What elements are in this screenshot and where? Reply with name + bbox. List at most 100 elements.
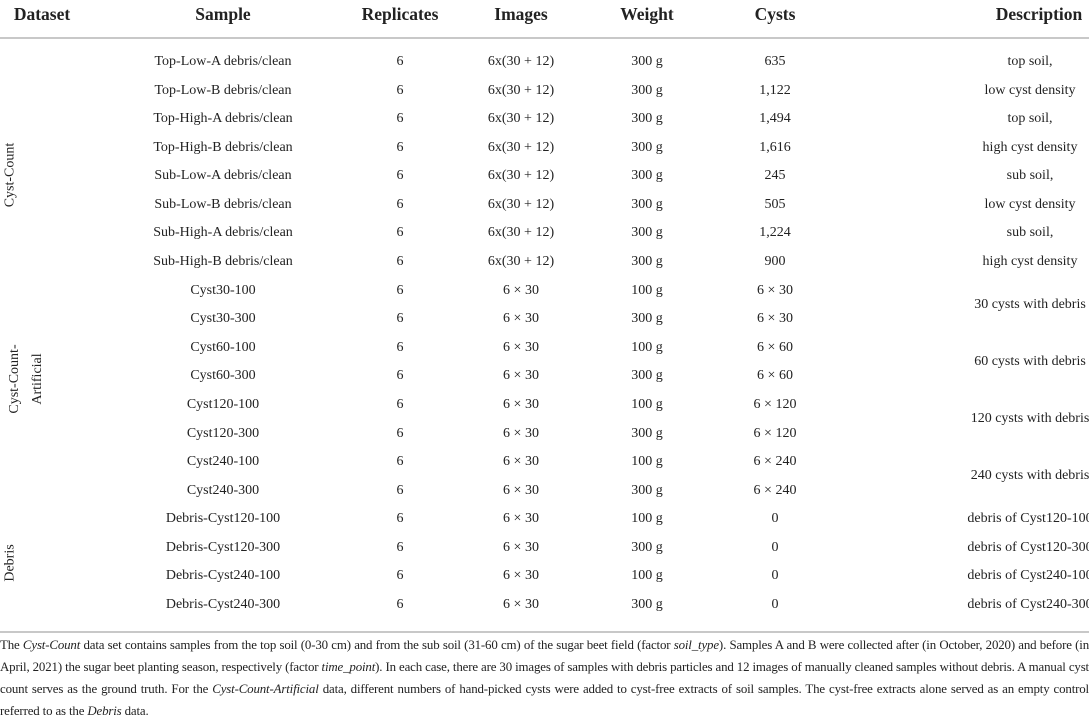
cell-cysts: 900: [764, 254, 786, 270]
cell-weight: 300 g: [631, 368, 663, 384]
bottom-rule: [0, 631, 1089, 633]
cell-weight: 100 g: [631, 339, 663, 355]
cell-replicates: 6: [396, 139, 404, 155]
cell-sample: Cyst240-100: [186, 454, 260, 470]
footnote-text: ). Samples A and B were collected after …: [0, 638, 1089, 674]
header-cysts: Cysts: [754, 4, 796, 24]
footnote-italic-term: Cyst-Count-Artificial: [212, 682, 319, 696]
cell-weight: 300 g: [631, 168, 663, 184]
cell-replicates: 6: [396, 196, 404, 212]
cell-sample: Cyst60-100: [190, 339, 256, 355]
cell-images: 6 × 30: [503, 482, 539, 498]
cell-cysts: 6 × 120: [753, 425, 797, 441]
cell-images: 6 × 30: [503, 396, 539, 412]
cell-sample: Top-High-B debris/clean: [153, 139, 293, 155]
cell-cysts: 1,224: [759, 225, 791, 241]
cell-description: sub soil,: [1006, 168, 1054, 184]
cell-replicates: 6: [396, 82, 404, 98]
cell-cysts: 245: [764, 168, 786, 184]
group-cyst-count-artificial: Cyst-Count- Artificial: [7, 344, 45, 414]
cell-description: top soil,: [1007, 111, 1053, 127]
cell-description: low cyst density: [984, 82, 1076, 98]
cell-cysts: 6 × 30: [757, 311, 793, 327]
cell-weight: 300 g: [631, 254, 663, 270]
cell-sample: Cyst240-300: [186, 482, 260, 498]
cell-images: 6x(30 + 12): [487, 139, 555, 155]
cell-description: debris of Cyst240-300: [967, 597, 1089, 613]
cell-cysts: 1,616: [759, 139, 791, 155]
cell-images: 6 × 30: [503, 511, 539, 527]
cell-description: 30 cysts with debris: [974, 296, 1086, 312]
cell-sample: Cyst120-300: [186, 425, 260, 441]
cell-weight: 300 g: [631, 597, 663, 613]
cell-replicates: 6: [396, 511, 404, 527]
table-footnote: The Cyst-Count data set contains samples…: [0, 634, 1089, 722]
cell-images: 6x(30 + 12): [487, 168, 555, 184]
cell-sample: Debris-Cyst120-300: [165, 539, 281, 555]
cell-weight: 100 g: [631, 511, 663, 527]
cell-images: 6 × 30: [503, 597, 539, 613]
cell-description: sub soil,: [1006, 225, 1054, 241]
cell-weight: 300 g: [631, 111, 663, 127]
cell-cysts: 0: [771, 539, 779, 555]
cell-images: 6x(30 + 12): [487, 254, 555, 270]
cell-description: 120 cysts with debris: [970, 411, 1089, 427]
cell-images: 6 × 30: [503, 339, 539, 355]
cell-replicates: 6: [396, 111, 404, 127]
header-replicates: Replicates: [361, 4, 439, 24]
group-cyst-count: Cyst-Count: [2, 142, 18, 208]
cell-description: 60 cysts with debris: [974, 354, 1086, 370]
cell-sample: Debris-Cyst240-300: [165, 597, 281, 613]
cell-cysts: 6 × 240: [753, 454, 797, 470]
cell-weight: 300 g: [631, 196, 663, 212]
footnote-text: data.: [121, 704, 149, 718]
cell-weight: 300 g: [631, 539, 663, 555]
header-weight: Weight: [620, 4, 674, 24]
cell-replicates: 6: [396, 482, 404, 498]
cell-images: 6 × 30: [503, 454, 539, 470]
cell-cysts: 1,494: [759, 111, 791, 127]
cell-description: high cyst density: [982, 139, 1078, 155]
cell-replicates: 6: [396, 339, 404, 355]
cell-sample: Sub-Low-B debris/clean: [154, 196, 292, 212]
cell-cysts: 6 × 240: [753, 482, 797, 498]
cell-sample: Sub-Low-A debris/clean: [154, 168, 292, 184]
cell-images: 6x(30 + 12): [487, 54, 555, 69]
cell-sample: Top-Low-A debris/clean: [154, 54, 292, 69]
cell-replicates: 6: [396, 425, 404, 441]
header-images: Images: [494, 4, 548, 24]
cell-replicates: 6: [396, 396, 404, 412]
cell-images: 6 × 30: [503, 568, 539, 584]
cell-weight: 300 g: [631, 311, 663, 327]
cell-cysts: 0: [771, 568, 779, 584]
header-sample: Sample: [195, 4, 251, 24]
cell-replicates: 6: [396, 568, 404, 584]
cell-replicates: 6: [396, 454, 404, 470]
cell-cysts: 0: [771, 597, 779, 613]
cell-description: debris of Cyst240-100: [967, 568, 1089, 584]
cell-replicates: 6: [396, 282, 404, 298]
header-dataset: Dataset: [13, 4, 71, 24]
footnote-text: The: [0, 638, 23, 652]
cell-sample: Debris-Cyst120-100: [165, 511, 281, 527]
cell-replicates: 6: [396, 368, 404, 384]
cell-weight: 300 g: [631, 425, 663, 441]
cell-weight: 100 g: [631, 396, 663, 412]
header-rule: [0, 37, 1089, 39]
footnote-italic-term: Cyst-Count: [22, 638, 81, 652]
cell-images: 6 × 30: [503, 539, 539, 555]
cell-cysts: 6 × 60: [757, 339, 793, 355]
cell-description: 240 cysts with debris: [970, 468, 1089, 484]
footnote-text: data, different numbers of hand-picked c…: [0, 682, 1089, 718]
cell-weight: 100 g: [631, 568, 663, 584]
footnote-text: ). In each case, there are 30 images of …: [0, 660, 1089, 696]
cell-sample: Top-High-A debris/clean: [153, 111, 293, 127]
cell-weight: 300 g: [631, 54, 663, 69]
cell-description: low cyst density: [984, 196, 1076, 212]
cell-cysts: 0: [771, 511, 779, 527]
cell-description: debris of Cyst120-100: [967, 511, 1089, 527]
cell-replicates: 6: [396, 311, 404, 327]
cell-replicates: 6: [396, 225, 404, 241]
cell-description: high cyst density: [982, 254, 1078, 270]
cell-description: debris of Cyst120-300: [967, 539, 1089, 555]
